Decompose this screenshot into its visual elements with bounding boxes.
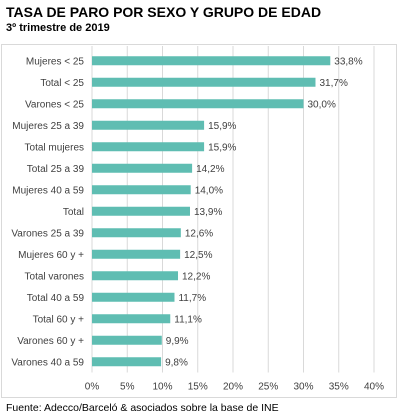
value-label: 30,0% [308, 99, 336, 110]
value-label: 9,8% [165, 357, 188, 368]
x-axis-ticks: 0% 5% 10% 15% 20% 25% 30% 35% 40% [85, 382, 384, 393]
bars [92, 56, 331, 367]
bar [92, 120, 205, 130]
chart-title: TASA DE PARO POR SEXO Y GRUPO DE EDAD [6, 4, 322, 20]
value-label: 31,7% [319, 78, 347, 89]
category-label: Total 60 y + [33, 314, 85, 325]
bar [92, 271, 179, 281]
bar [92, 206, 190, 216]
x-tick-label: 25% [258, 382, 278, 393]
bar [92, 163, 193, 173]
bar [92, 335, 162, 345]
value-label: 33,8% [334, 56, 362, 67]
bar [92, 142, 205, 152]
chart-subtitle: 3º trimestre de 2019 [6, 22, 110, 34]
value-label: 14,2% [196, 164, 224, 175]
category-label: Total mujeres [25, 142, 84, 153]
x-tick-label: 20% [223, 382, 243, 393]
value-label: 11,1% [174, 314, 202, 325]
category-label: Total [63, 207, 84, 218]
category-label: Mujeres 40 a 59 [12, 185, 84, 196]
bar [92, 99, 304, 109]
category-label: Mujeres 25 a 39 [12, 121, 84, 132]
x-tick-label: 40% [364, 382, 384, 393]
category-label: Varones 60 y + [17, 336, 84, 347]
category-label: Varones < 25 [25, 99, 84, 110]
value-label: 12,5% [184, 250, 212, 261]
value-label: 15,9% [208, 121, 236, 132]
category-label: Varones 40 a 59 [11, 357, 84, 368]
value-label: 11,7% [178, 293, 206, 304]
bar [92, 357, 162, 367]
value-label: 9,9% [166, 336, 189, 347]
category-label: Varones 25 a 39 [11, 228, 84, 239]
x-tick-label: 30% [293, 382, 313, 393]
value-labels: 33,8% 31,7% 30,0% 15,9% 15,9% 14,2% 14,0% 13,9%… [165, 56, 363, 368]
chart-area [1, 44, 397, 398]
bar [92, 77, 316, 87]
category-label: Total 40 a 59 [27, 293, 85, 304]
value-label: 13,9% [194, 207, 222, 218]
bar [92, 56, 331, 66]
bar [92, 185, 191, 195]
category-label: Total varones [25, 271, 84, 282]
x-tick-label: 15% [188, 382, 208, 393]
x-tick-label: 5% [120, 382, 135, 393]
category-label: Total < 25 [40, 78, 84, 89]
value-label: 12,6% [185, 228, 213, 239]
x-tick-label: 35% [329, 382, 349, 393]
x-tick-label: 0% [85, 382, 100, 393]
source-note: Fuente: Adecco/Barceló & asociados sobre… [6, 402, 279, 414]
category-labels: Mujeres < 25 Total < 25 Varones < 25 Mujere… [11, 56, 84, 368]
category-label: Total 25 a 39 [27, 164, 85, 175]
category-label: Mujeres 60 y + [18, 250, 84, 261]
category-label: Mujeres < 25 [26, 56, 85, 67]
bar [92, 228, 181, 238]
x-tick-label: 10% [152, 382, 172, 393]
value-label: 14,0% [195, 185, 223, 196]
bar [92, 249, 181, 259]
value-label: 15,9% [208, 142, 236, 153]
value-label: 12,2% [182, 271, 210, 282]
bar [92, 314, 171, 324]
bar [92, 292, 175, 302]
